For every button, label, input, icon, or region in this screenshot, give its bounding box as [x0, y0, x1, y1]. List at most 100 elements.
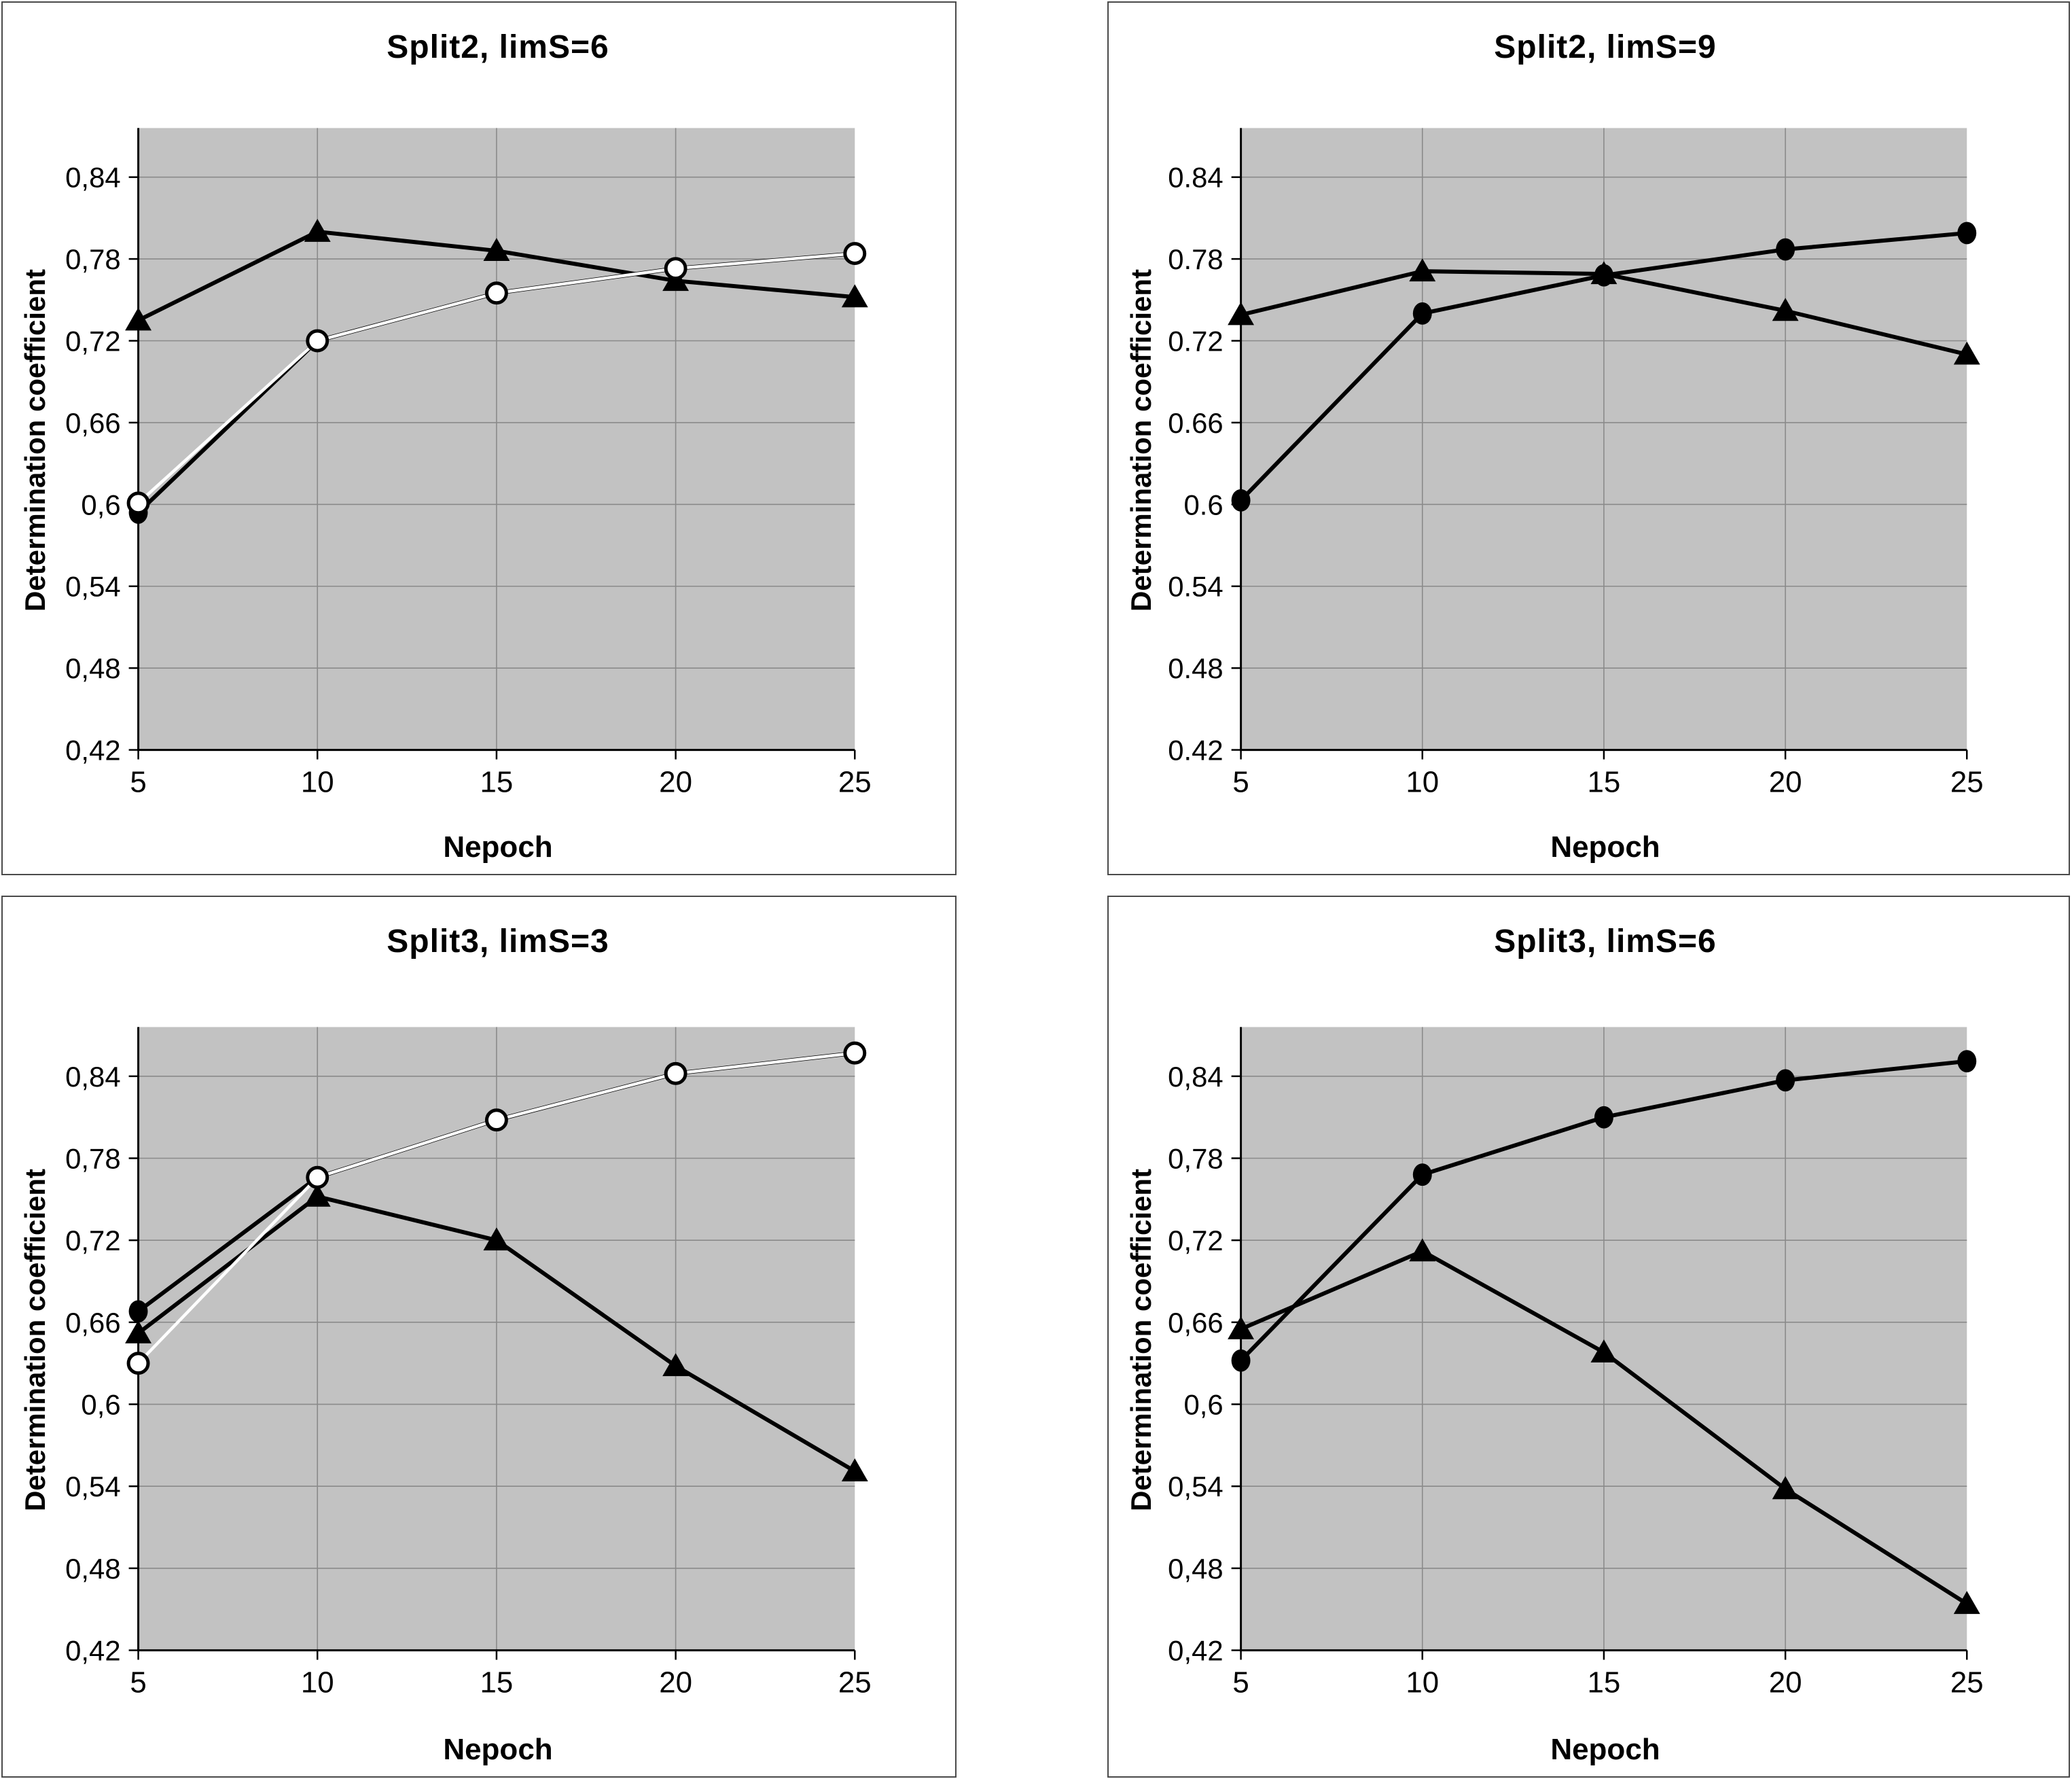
- filled-triangle-marker: [1590, 1339, 1618, 1363]
- filled-triangle-marker: [1772, 298, 1799, 321]
- y-tick-label: 0,54: [65, 1470, 120, 1502]
- filled-triangle-marker: [125, 307, 152, 331]
- open-circle-marker: [484, 281, 508, 305]
- y-tick-label: 0,84: [65, 162, 120, 194]
- y-tick-label: 0.42: [1168, 735, 1223, 767]
- filled-triangle-marker: [1228, 1316, 1255, 1339]
- y-tick-label: 0,66: [1168, 1307, 1223, 1339]
- open-circle-marker: [126, 1352, 150, 1375]
- filled-circle-marker: [1594, 264, 1613, 287]
- x-tick-label: 20: [1769, 765, 1802, 798]
- chart-canvas: 0,84 0,78 0,72 0,66 0,6 0,54 0,48 0,42 5 10 15 20 25: [65, 128, 872, 798]
- x-tick-label: 5: [1232, 765, 1249, 798]
- y-tick-label: 0,48: [1168, 1553, 1223, 1585]
- y-tick-label: 0,78: [65, 243, 120, 275]
- y-tick-label: 0,72: [65, 1225, 120, 1256]
- filled-circle-marker: [1231, 1349, 1251, 1372]
- filled-circle-marker: [1957, 222, 1977, 245]
- open-circle-marker: [484, 1108, 508, 1132]
- x-tick-label: 5: [1232, 1666, 1249, 1699]
- x-tick-label: 10: [1406, 1666, 1439, 1699]
- filled-triangle-marker: [841, 284, 868, 308]
- y-tick-label: 0,78: [65, 1142, 120, 1174]
- y-tick-label: 0.66: [1168, 407, 1223, 439]
- x-tick-label: 25: [1950, 765, 1984, 798]
- chart-canvas: 0.84 0.78 0.72 0.66 0.6 0.54 0.48 0.42 5 10 15 20 25: [1168, 128, 1984, 798]
- x-tick-label: 15: [1588, 1666, 1621, 1699]
- x-tick-label: 5: [130, 765, 146, 798]
- x-axis-title: Nepoch: [1550, 830, 1660, 864]
- open-circle-marker: [664, 1061, 687, 1085]
- filled-circle-marker: [1231, 489, 1251, 512]
- open-circle-marker: [306, 1165, 329, 1189]
- y-tick-label: 0.84: [1168, 162, 1223, 194]
- filled-triangle-marker: [1953, 1591, 1980, 1615]
- open-circle-marker: [126, 491, 150, 515]
- chart-panel-split3-lims6: Split3, limS=6 Determination coefficient…: [1107, 896, 2070, 1778]
- open-circle-marker: [843, 1041, 867, 1065]
- chart-canvas: 0,84 0,78 0,72 0,66 0,6 0,54 0,48 0,42 5 10 15 20 25: [1168, 1027, 1984, 1699]
- chart-title: Split2, limS=6: [387, 29, 609, 65]
- x-tick-label: 25: [1950, 1666, 1984, 1699]
- filled-triangle-marker: [1409, 258, 1436, 282]
- x-tick-label: 10: [301, 1666, 334, 1699]
- y-tick-label: 0,48: [65, 652, 120, 684]
- open-circle-marker: [306, 329, 329, 353]
- open-circle-marker: [664, 257, 687, 281]
- x-tick-label: 25: [838, 1666, 872, 1699]
- x-tick-label: 15: [480, 765, 514, 798]
- filled-triangle-marker: [1953, 341, 1980, 365]
- filled-triangle-marker: [483, 1227, 510, 1251]
- filled-circle-marker: [1776, 1069, 1796, 1092]
- x-tick-label: 20: [659, 1666, 692, 1699]
- y-tick-label: 0.78: [1168, 243, 1223, 275]
- chart-title: Split3, limS=6: [1494, 923, 1717, 959]
- x-axis-title: Nepoch: [1550, 1733, 1660, 1766]
- filled-triangle-marker: [1409, 1238, 1436, 1262]
- y-tick-label: 0,84: [1168, 1061, 1223, 1093]
- y-tick-label: 0,66: [65, 1307, 120, 1339]
- x-tick-label: 10: [301, 765, 334, 798]
- x-axis-title: Nepoch: [443, 1733, 553, 1766]
- filled-circle-marker: [1412, 302, 1432, 325]
- filled-circle-marker: [1776, 238, 1796, 261]
- x-tick-label: 15: [480, 1666, 514, 1699]
- open-circle-marker: [843, 242, 867, 266]
- chart-canvas: 0,84 0,78 0,72 0,66 0,6 0,54 0,48 0,42 5 10 15 20 25: [65, 1027, 872, 1699]
- y-tick-label: 0.6: [1183, 489, 1223, 521]
- filled-circle-marker: [1412, 1163, 1432, 1186]
- y-tick-label: 0.54: [1168, 571, 1223, 603]
- y-tick-label: 0,72: [65, 325, 120, 357]
- y-tick-label: 0,54: [65, 571, 120, 603]
- y-tick-label: 0,72: [1168, 1225, 1223, 1256]
- x-tick-label: 15: [1588, 765, 1621, 798]
- filled-circle-marker: [1594, 1106, 1613, 1129]
- filled-triangle-marker: [1228, 302, 1255, 325]
- y-tick-label: 0,54: [1168, 1470, 1223, 1502]
- filled-triangle-marker: [304, 219, 331, 242]
- x-tick-label: 10: [1406, 765, 1439, 798]
- y-tick-label: 0,84: [65, 1061, 120, 1093]
- x-tick-label: 20: [1769, 1666, 1802, 1699]
- x-tick-label: 5: [130, 1666, 146, 1699]
- filled-triangle-marker: [304, 1183, 331, 1207]
- y-tick-label: 0,66: [65, 407, 120, 439]
- filled-circle-marker: [128, 1300, 148, 1323]
- y-tick-label: 0.48: [1168, 652, 1223, 684]
- y-tick-label: 0,42: [65, 1635, 120, 1667]
- x-axis-title: Nepoch: [443, 830, 553, 864]
- filled-triangle-marker: [662, 1353, 690, 1377]
- chart-panel-split2-lims6: Split2, limS=6 Determination coefficient…: [1, 1, 957, 875]
- y-tick-label: 0,78: [1168, 1142, 1223, 1174]
- x-tick-label: 20: [659, 765, 692, 798]
- chart-title: Split3, limS=3: [387, 923, 609, 959]
- y-tick-label: 0,6: [1183, 1388, 1223, 1420]
- filled-triangle-marker: [1772, 1476, 1799, 1500]
- y-tick-label: 0.72: [1168, 325, 1223, 357]
- chart-panel-split2-lims9: Split2, limS=9 Determination coefficient…: [1107, 1, 2070, 875]
- y-tick-label: 0,6: [81, 489, 120, 521]
- y-tick-label: 0,42: [1168, 1635, 1223, 1667]
- chart-title: Split2, limS=9: [1494, 29, 1717, 65]
- x-tick-label: 25: [838, 765, 872, 798]
